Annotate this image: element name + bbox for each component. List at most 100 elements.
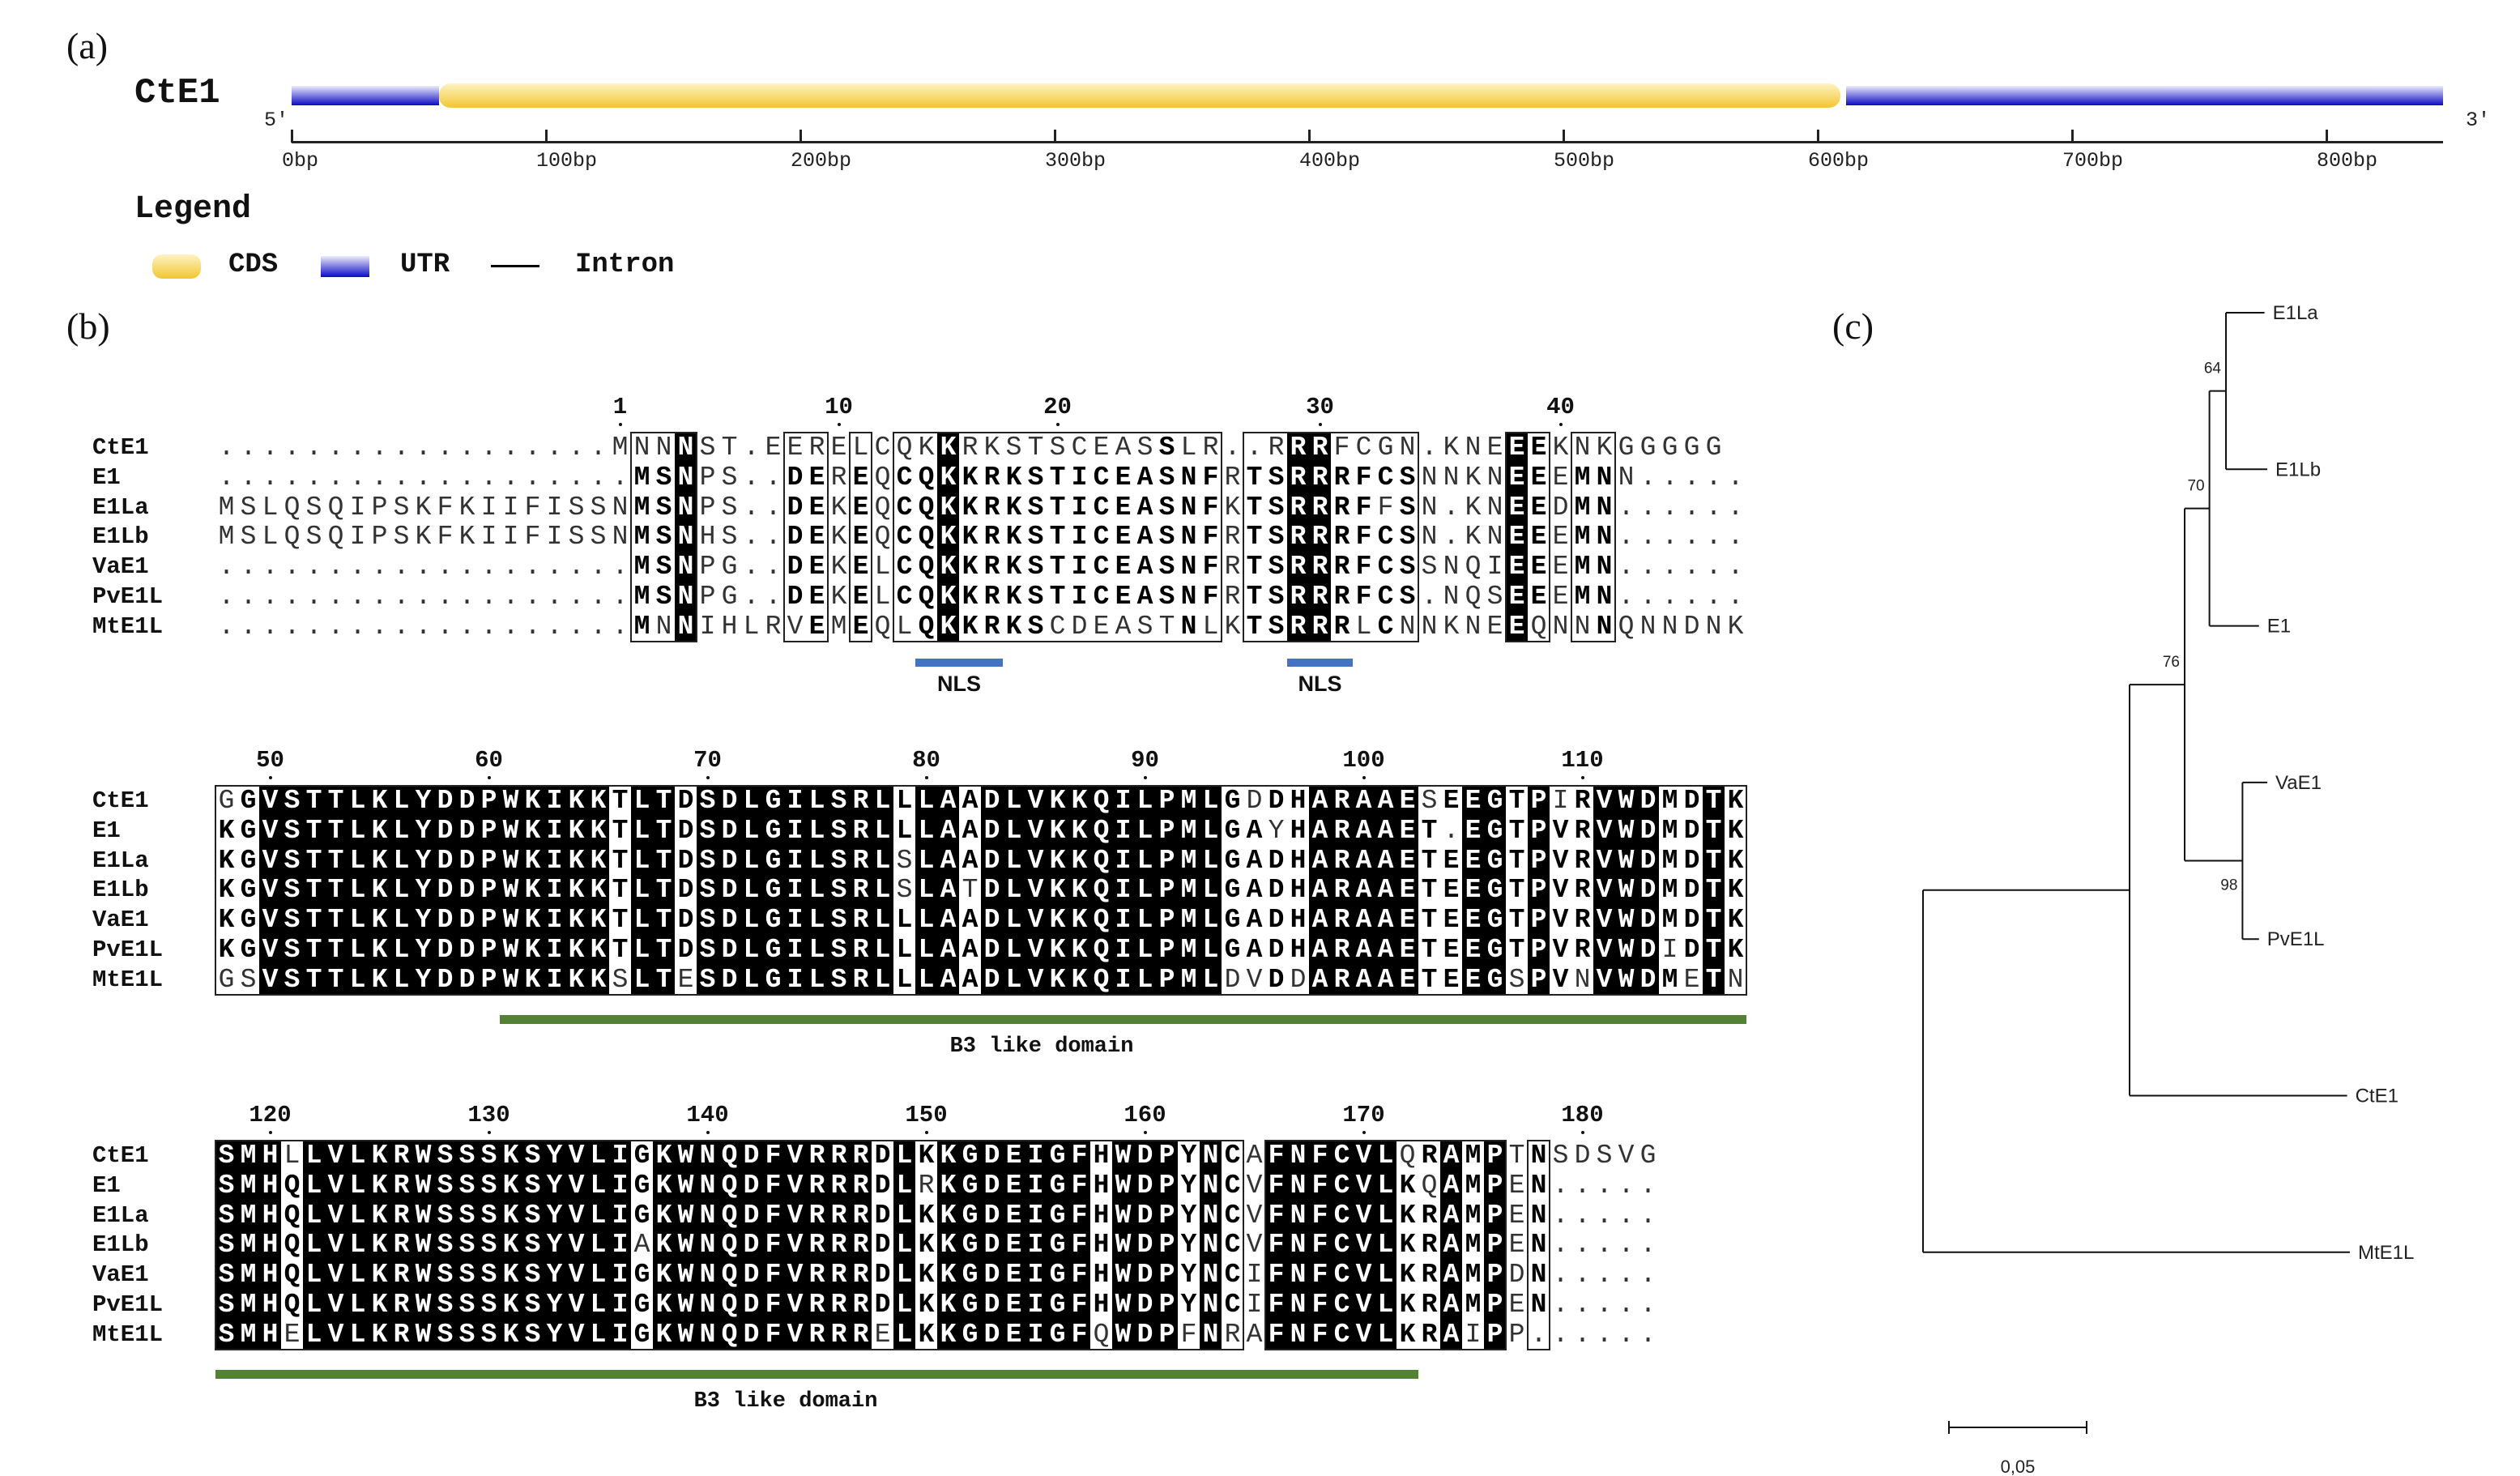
gap: . bbox=[590, 462, 607, 493]
residue: M bbox=[830, 611, 847, 642]
gap: . bbox=[1618, 1290, 1635, 1320]
residue: K bbox=[587, 786, 609, 816]
gap: . bbox=[1639, 1200, 1657, 1231]
residue: I bbox=[544, 875, 565, 906]
residue: K bbox=[415, 522, 432, 552]
residue: A bbox=[1375, 815, 1396, 846]
residue: L bbox=[1003, 815, 1025, 846]
residue: H bbox=[259, 1200, 281, 1231]
residue: L bbox=[1180, 433, 1197, 463]
residue: N bbox=[1287, 1290, 1309, 1320]
residue: N bbox=[1486, 522, 1503, 552]
residue: F bbox=[1309, 1230, 1331, 1261]
residue: N bbox=[1530, 1200, 1547, 1231]
residue: E bbox=[808, 522, 825, 552]
residue: R bbox=[1574, 786, 1591, 816]
residue: R bbox=[983, 492, 1000, 523]
residue: S bbox=[1158, 492, 1175, 523]
residue: I bbox=[1071, 582, 1088, 612]
gap: . bbox=[371, 582, 388, 612]
residue: L bbox=[740, 845, 762, 876]
residue: S bbox=[896, 845, 913, 876]
residue: R bbox=[850, 875, 872, 906]
residue: F bbox=[1068, 1170, 1090, 1201]
gap: . bbox=[262, 552, 279, 582]
residue: K bbox=[500, 1141, 522, 1171]
gap: . bbox=[1639, 462, 1657, 493]
gap: . bbox=[1727, 522, 1744, 552]
ruler-number: 60 bbox=[475, 747, 503, 774]
residue: V bbox=[259, 845, 281, 876]
residue: M bbox=[1178, 845, 1200, 876]
residue: T bbox=[1027, 433, 1044, 463]
residue: K bbox=[500, 1230, 522, 1261]
residue: L bbox=[1375, 1200, 1396, 1231]
gap: . bbox=[524, 611, 541, 642]
residue: S bbox=[434, 1200, 456, 1231]
residue: T bbox=[1703, 786, 1725, 816]
gap: . bbox=[502, 552, 519, 582]
residue: K bbox=[937, 582, 959, 612]
residue: K bbox=[565, 964, 587, 995]
residue: V bbox=[1246, 1230, 1263, 1261]
gap: . bbox=[1618, 1230, 1635, 1261]
gap: . bbox=[743, 552, 760, 582]
residue: V bbox=[1593, 845, 1615, 876]
residue: T bbox=[1421, 935, 1438, 965]
residue: R bbox=[1287, 582, 1309, 612]
residue: K bbox=[565, 815, 587, 846]
residue: P bbox=[1156, 1230, 1178, 1261]
residue: E bbox=[1093, 433, 1110, 463]
residue: A bbox=[1136, 552, 1153, 582]
residue: L bbox=[347, 905, 369, 936]
residue: G bbox=[1047, 1230, 1068, 1261]
residue: E bbox=[1115, 552, 1132, 582]
gap: . bbox=[262, 582, 279, 612]
residue: F bbox=[1068, 1141, 1090, 1171]
residue: R bbox=[983, 611, 1000, 642]
residue: T bbox=[325, 875, 347, 906]
residue: D bbox=[981, 935, 1003, 965]
residue: S bbox=[456, 1260, 478, 1290]
residue: A bbox=[937, 905, 959, 936]
residue: L bbox=[347, 964, 369, 995]
residue: K bbox=[1047, 815, 1068, 846]
ruler-number: 100 bbox=[1342, 747, 1385, 774]
residue: E bbox=[1396, 964, 1418, 995]
residue: T bbox=[612, 815, 629, 846]
residue: E bbox=[1530, 433, 1547, 463]
residue: P bbox=[699, 492, 716, 523]
residue: E bbox=[1506, 522, 1528, 552]
residue: M bbox=[1661, 905, 1678, 936]
residue: S bbox=[1027, 492, 1044, 523]
residue: G bbox=[1224, 905, 1241, 936]
residue: S bbox=[1136, 611, 1153, 642]
ruler-tick bbox=[1580, 1131, 1584, 1134]
residue: T bbox=[612, 845, 629, 876]
gap: . bbox=[327, 552, 344, 582]
residue: Q bbox=[718, 1230, 740, 1261]
residue: W bbox=[675, 1170, 697, 1201]
residue: T bbox=[653, 815, 675, 846]
residue: W bbox=[675, 1260, 697, 1290]
ruler-number: 130 bbox=[467, 1102, 510, 1128]
residue: G bbox=[1047, 1170, 1068, 1201]
residue: K bbox=[653, 1230, 675, 1261]
residue: P bbox=[1156, 1200, 1178, 1231]
residue: V bbox=[1593, 815, 1615, 846]
residue: C bbox=[896, 582, 913, 612]
residue: L bbox=[1003, 845, 1025, 876]
ruler-tick bbox=[487, 776, 491, 779]
residue: E bbox=[1506, 552, 1528, 582]
residue: Q bbox=[1399, 1141, 1416, 1171]
gap: . bbox=[349, 433, 366, 463]
residue: K bbox=[918, 433, 935, 463]
residue: A bbox=[1246, 1141, 1263, 1171]
residue: L bbox=[1375, 1260, 1396, 1290]
residue: A bbox=[1309, 905, 1331, 936]
residue: L bbox=[631, 845, 653, 876]
gap: . bbox=[502, 462, 519, 493]
residue: M bbox=[1661, 815, 1678, 846]
residue: R bbox=[983, 522, 1000, 552]
ruler-tick bbox=[837, 423, 841, 426]
